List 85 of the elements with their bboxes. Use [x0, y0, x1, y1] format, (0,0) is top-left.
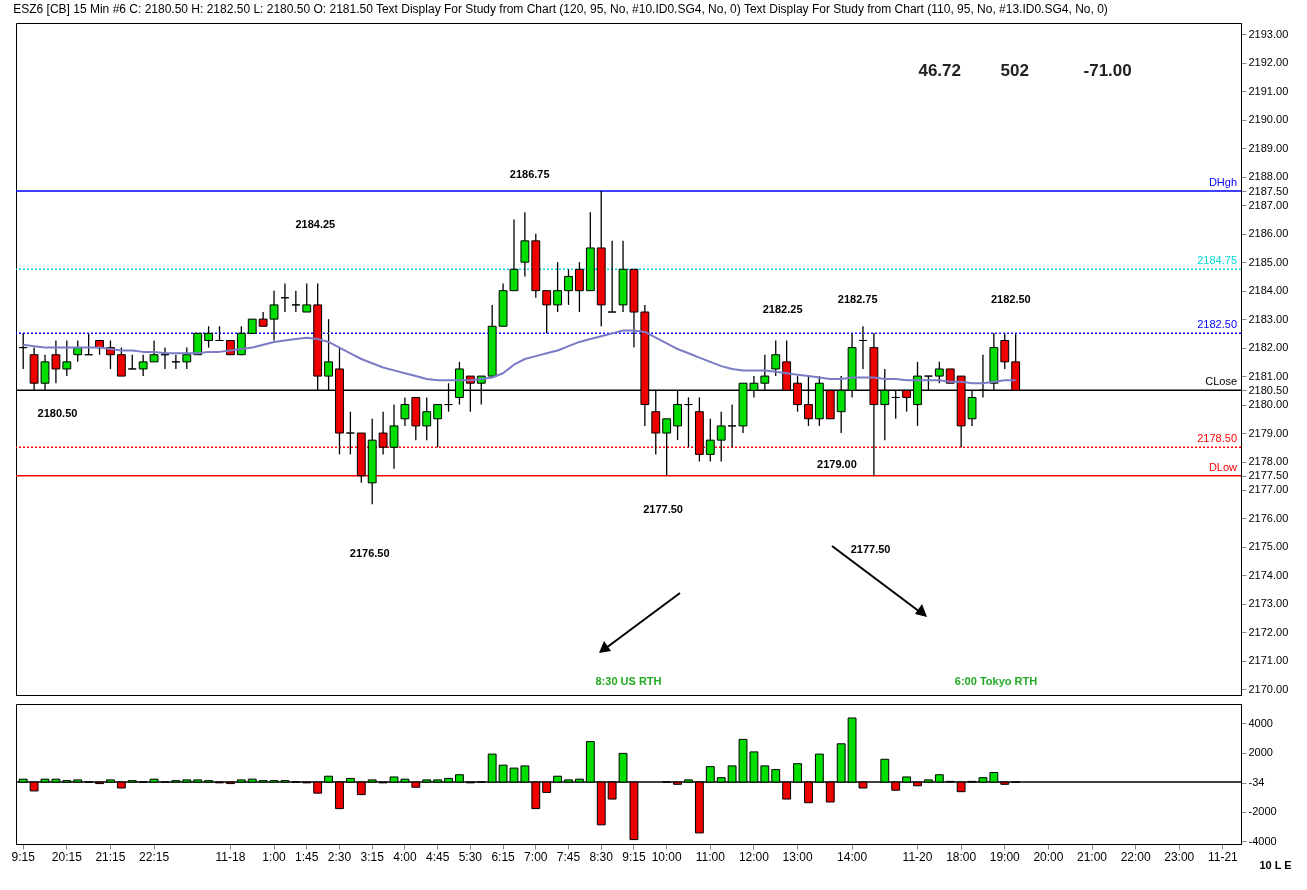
y-tick-label: -34 — [1248, 776, 1265, 789]
y-tick-label: 2171.00 — [1248, 654, 1289, 667]
y-tick-label: -4000 — [1248, 834, 1277, 847]
x-tick-label: 21:00 — [1077, 849, 1108, 864]
annotation: 2177.50 — [643, 503, 683, 516]
y-tick-label: 2185.00 — [1248, 255, 1289, 268]
x-tick-label: 10:00 — [651, 849, 683, 864]
x-tick-label: 11-21 — [1207, 849, 1239, 864]
annotation: 2184.25 — [295, 217, 336, 230]
y-tick-label: 2187.50 — [1248, 184, 1289, 197]
y-tick-label: 2186.00 — [1248, 227, 1289, 240]
x-tick-label: 13:00 — [782, 849, 813, 864]
y-tick-label: 2180.50 — [1248, 383, 1289, 396]
annotation: 2182.75 — [837, 292, 878, 305]
y-tick-label: 2181.00 — [1248, 369, 1289, 382]
ref-line-label: CLose — [1205, 375, 1237, 388]
x-tick-label: 6:15 — [491, 849, 516, 864]
x-tick-label: 8:30 — [589, 849, 614, 864]
annotation: 2176.50 — [349, 547, 390, 560]
ref-line-label: 2184.75 — [1197, 254, 1237, 267]
y-tick-label: 2188.00 — [1248, 170, 1289, 183]
y-tick-label: 2175.00 — [1248, 540, 1289, 553]
y-tick-label: 2187.00 — [1248, 198, 1289, 211]
y-tick-label: 2170.00 — [1248, 682, 1289, 695]
x-tick-label: 18:00 — [946, 849, 977, 864]
ref-line-label: 2182.50 — [1197, 318, 1237, 331]
x-tick-label: 1:00 — [262, 849, 287, 864]
y-tick-label: 2178.00 — [1248, 455, 1289, 468]
ref-line-label: DLow — [1208, 460, 1238, 473]
y-tick-label: 2172.00 — [1248, 625, 1289, 638]
y-tick-label: 2174.00 — [1248, 568, 1289, 581]
x-tick-label: 9:15 — [622, 849, 646, 864]
x-tick-label: 4:45 — [425, 849, 450, 864]
y-tick-label: 2177.00 — [1248, 483, 1289, 496]
x-tick-label: 4:00 — [393, 849, 417, 864]
annotation: 46.72 — [918, 60, 961, 80]
y-tick-label: 2193.00 — [1248, 27, 1289, 40]
x-tick-label: 14:00 — [837, 849, 868, 864]
annotation: 6:00 Tokyo RTH — [954, 675, 1038, 688]
y-tick-label: 2184.00 — [1248, 284, 1289, 297]
x-tick-label: 11:00 — [695, 849, 726, 864]
ref-line-label: DHgh — [1208, 176, 1237, 188]
y-tick-label: 2191.00 — [1248, 84, 1289, 97]
text: 10 L E — [1259, 859, 1292, 871]
x-tick-label: 22:00 — [1120, 849, 1151, 864]
x-tick-label: 2:30 — [327, 849, 352, 864]
y-tick-label: 2190.00 — [1248, 113, 1289, 126]
annotation: -71.00 — [1083, 60, 1132, 80]
annotation: 502 — [1000, 60, 1029, 80]
x-tick-label: 21:15 — [95, 849, 126, 864]
annotation: 2186.75 — [509, 168, 550, 181]
x-tick-label: 9:15 — [11, 849, 36, 864]
y-tick-label: 2192.00 — [1248, 56, 1289, 69]
annotation: 8:30 US RTH — [595, 675, 662, 688]
x-tick-label: 20:15 — [51, 849, 83, 864]
x-tick-label: 20:00 — [1033, 849, 1064, 864]
annotation: 2182.25 — [762, 303, 803, 316]
x-tick-label: 11-18 — [215, 849, 246, 864]
x-tick-label: 5:30 — [458, 849, 483, 864]
y-tick-label: 2179.00 — [1248, 426, 1289, 439]
x-tick-label: 22:15 — [139, 849, 170, 864]
y-tick-label: -2000 — [1248, 805, 1277, 818]
x-tick-label: 12:00 — [738, 849, 770, 864]
x-tick-label: 7:00 — [524, 849, 548, 864]
annotation: 2182.50 — [990, 292, 1031, 305]
y-tick-label: 2000 — [1248, 746, 1273, 759]
x-tick-label: 1:45 — [295, 849, 319, 864]
x-tick-label: 7:45 — [556, 849, 581, 864]
y-tick-label: 2177.50 — [1248, 469, 1289, 482]
y-tick-label: 4000 — [1248, 716, 1273, 729]
x-tick-label: 11-20 — [902, 849, 933, 864]
annotation: 2177.50 — [850, 543, 891, 556]
annotation: 2179.00 — [817, 457, 857, 470]
x-tick-label: 19:00 — [989, 849, 1021, 864]
y-tick-label: 2173.00 — [1248, 597, 1289, 610]
y-tick-label: 2183.00 — [1248, 312, 1289, 325]
annotation: 2180.50 — [37, 407, 78, 420]
chart-title: ESZ6 [CB] 15 Min #6 C: 2180.50 H: 2182.50 L: 2180.50 O: 2181.50 Text Display For Study from Chart (120, 95, No, #10.ID0.SG4, No, 0) Text Display For Study from Chart (110, 95, No, #13.ID0.SG4, No, 0) — [13, 2, 1108, 17]
y-tick-label: 2182.00 — [1248, 341, 1289, 354]
x-tick-label: 23:00 — [1164, 849, 1195, 864]
ref-line-label: 2178.50 — [1197, 432, 1237, 445]
y-tick-label: 2189.00 — [1248, 141, 1289, 154]
y-tick-label: 2180.00 — [1248, 398, 1289, 411]
y-tick-label: 2176.00 — [1248, 511, 1289, 524]
x-tick-label: 3:15 — [360, 849, 385, 864]
